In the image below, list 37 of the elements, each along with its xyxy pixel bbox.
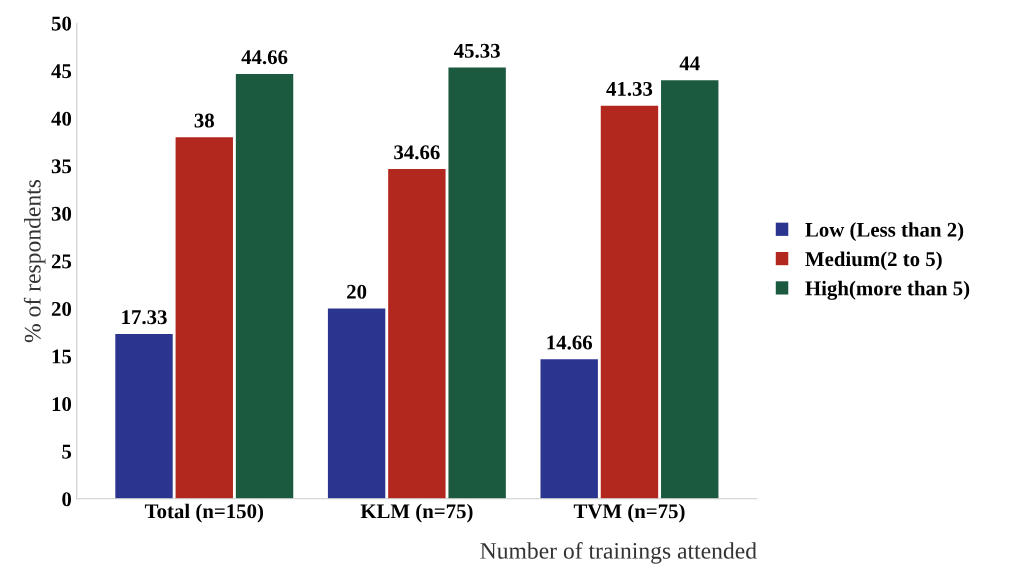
bar bbox=[661, 80, 719, 499]
data-label: 17.33 bbox=[122, 310, 167, 325]
bar bbox=[235, 73, 294, 499]
data-label: 41.33 bbox=[606, 81, 653, 96]
y-axis-title: % of respondents bbox=[23, 179, 46, 343]
bar bbox=[600, 105, 659, 499]
y-tick-label: 15 bbox=[52, 349, 72, 364]
bar bbox=[448, 67, 506, 499]
data-label: 45.33 bbox=[453, 43, 500, 58]
bar bbox=[540, 359, 598, 499]
y-tick-label: 5 bbox=[62, 444, 72, 459]
y-tick-label: 50 bbox=[51, 16, 72, 31]
data-label: 38 bbox=[194, 113, 215, 128]
x-tick-label: Total (n=150) bbox=[144, 503, 264, 523]
y-tick-label: 30 bbox=[51, 206, 72, 221]
y-tick-label: 0 bbox=[62, 492, 72, 507]
data-label: 14.66 bbox=[547, 335, 593, 350]
y-tick-label: 40 bbox=[51, 111, 72, 126]
x-tick-label: KLM (n=75) bbox=[360, 503, 473, 523]
legend-label: Low (Less than 2) bbox=[805, 222, 964, 242]
y-tick-label: 45 bbox=[51, 64, 72, 79]
bar bbox=[175, 137, 233, 499]
y-tick-label: 35 bbox=[51, 159, 72, 174]
bar bbox=[327, 308, 386, 499]
y-tick-label: 25 bbox=[51, 254, 72, 269]
data-label: 44.66 bbox=[241, 50, 288, 65]
y-tick-label: 10 bbox=[52, 397, 72, 412]
bar bbox=[388, 169, 446, 499]
data-label: 20 bbox=[347, 284, 367, 299]
bar bbox=[115, 333, 173, 499]
x-tick-label: TVM (n=75) bbox=[573, 503, 685, 523]
data-label: 44 bbox=[679, 56, 700, 71]
legend-label: Medium(2 to 5) bbox=[805, 251, 942, 271]
data-label: 34.66 bbox=[394, 145, 440, 160]
legend-label: High(more than 5) bbox=[805, 280, 970, 300]
y-tick-label: 20 bbox=[51, 301, 72, 316]
x-axis-title: Number of trainings attended bbox=[480, 542, 757, 564]
